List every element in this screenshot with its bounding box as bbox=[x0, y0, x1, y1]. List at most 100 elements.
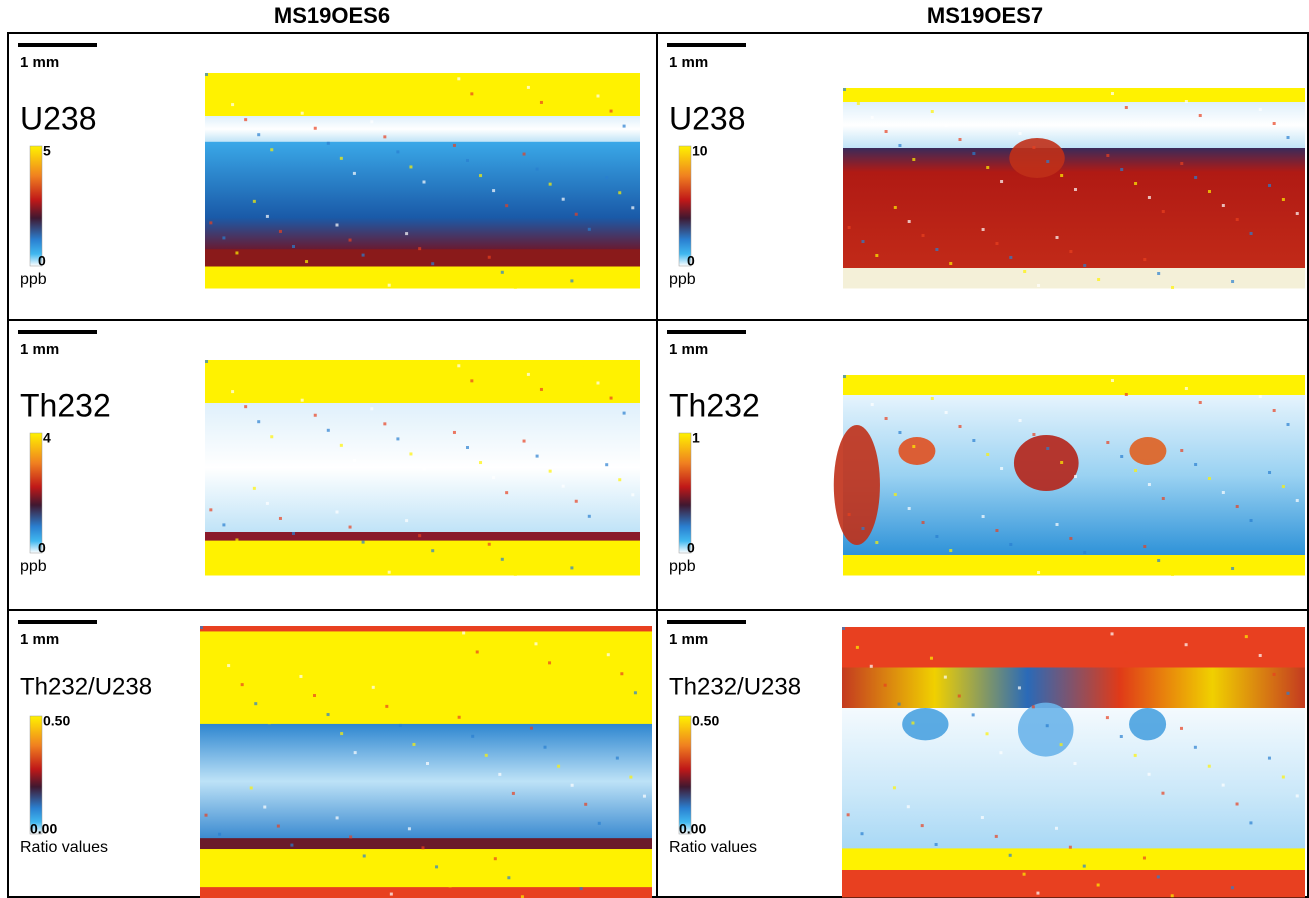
map-speckle bbox=[855, 645, 859, 649]
map-speckle bbox=[522, 439, 526, 443]
map-speckle bbox=[257, 133, 261, 137]
grid-frame bbox=[7, 32, 1309, 898]
map-speckle bbox=[597, 821, 601, 825]
map-speckle bbox=[1235, 218, 1239, 221]
map-speckle bbox=[861, 240, 865, 243]
map-speckle bbox=[383, 422, 387, 426]
map-speckle bbox=[479, 174, 483, 178]
map-speckle bbox=[387, 570, 391, 574]
map-speckle bbox=[1194, 176, 1198, 179]
map-speckle bbox=[981, 228, 985, 231]
map-speckle bbox=[874, 851, 878, 855]
map-speckle bbox=[1207, 764, 1211, 768]
map-speckle bbox=[548, 182, 552, 186]
map-speckle bbox=[971, 713, 975, 717]
map-speckle bbox=[570, 566, 574, 570]
scale-label: 1 mm bbox=[669, 54, 708, 71]
map-feature bbox=[1129, 708, 1167, 741]
map-speckle bbox=[421, 846, 425, 850]
map-speckle bbox=[1161, 210, 1165, 213]
map-speckle bbox=[1221, 204, 1225, 207]
map-band bbox=[205, 141, 640, 250]
map-speckle bbox=[383, 135, 387, 139]
map-speckle bbox=[1244, 381, 1248, 384]
element-label: U238 bbox=[669, 100, 746, 136]
map-speckle bbox=[949, 549, 953, 552]
unit-label: ppb bbox=[20, 271, 47, 288]
map-speckle bbox=[270, 148, 274, 152]
map-speckle bbox=[412, 742, 416, 746]
map-speckle bbox=[1207, 190, 1211, 193]
map-speckle bbox=[587, 514, 591, 518]
map-speckle bbox=[1147, 196, 1151, 199]
map-speckle bbox=[574, 499, 578, 503]
scale-label: 1 mm bbox=[669, 341, 708, 358]
map-speckle bbox=[847, 513, 851, 516]
map-speckle bbox=[265, 214, 269, 218]
map-speckle bbox=[1097, 565, 1101, 568]
map-speckle bbox=[305, 260, 309, 264]
map-speckle bbox=[1060, 174, 1064, 177]
map-speckle bbox=[276, 824, 280, 828]
map-speckle bbox=[353, 751, 357, 755]
map-speckle bbox=[292, 532, 295, 535]
map-speckle bbox=[526, 372, 530, 376]
map-band bbox=[200, 887, 652, 898]
map-speckle bbox=[1286, 691, 1290, 695]
map-band bbox=[205, 532, 640, 542]
map-speckle bbox=[252, 199, 256, 203]
map-speckle bbox=[583, 79, 587, 83]
map-speckle bbox=[957, 694, 961, 698]
map-speckle bbox=[479, 461, 483, 465]
colorbar-min: 0 bbox=[38, 253, 46, 269]
unit-label: ppb bbox=[20, 558, 47, 575]
map-speckle bbox=[605, 176, 609, 180]
map-speckle bbox=[1268, 471, 1272, 474]
map-speckle bbox=[252, 486, 256, 490]
map-speckle bbox=[396, 150, 400, 154]
colorbar bbox=[678, 432, 692, 554]
map-speckle bbox=[1022, 872, 1026, 876]
map-speckle bbox=[1272, 409, 1276, 412]
map-speckle bbox=[278, 516, 282, 520]
map-speckle bbox=[1105, 716, 1109, 720]
colorbar bbox=[678, 145, 692, 267]
map-band bbox=[842, 627, 1305, 668]
element-label: Th232 bbox=[20, 387, 111, 423]
map-speckle bbox=[1198, 114, 1202, 117]
panel: 1 mm U238 10 0 ppb bbox=[667, 43, 1305, 289]
map-speckle bbox=[847, 226, 851, 229]
map-speckle bbox=[254, 702, 258, 706]
map-speckle bbox=[292, 245, 295, 248]
map-speckle bbox=[921, 521, 925, 524]
map-speckle bbox=[374, 268, 378, 272]
map-speckle bbox=[587, 227, 591, 231]
map-speckle bbox=[500, 557, 504, 561]
map-speckle bbox=[912, 445, 916, 448]
map-speckle bbox=[1074, 188, 1077, 191]
map-speckle bbox=[1055, 523, 1059, 526]
map-speckle bbox=[385, 704, 389, 708]
map-speckle bbox=[235, 251, 239, 255]
map-speckle bbox=[352, 458, 356, 462]
map-speckle bbox=[930, 110, 934, 113]
map-speckle bbox=[935, 248, 939, 251]
map-speckle bbox=[981, 515, 985, 518]
map-speckle bbox=[934, 843, 938, 846]
map-speckle bbox=[1221, 783, 1225, 787]
map-speckle bbox=[843, 88, 846, 91]
element-label: Th232/U238 bbox=[20, 673, 152, 700]
map-speckle bbox=[574, 212, 578, 216]
map-speckle bbox=[466, 159, 469, 162]
map-speckle bbox=[1142, 856, 1146, 860]
map-speckle bbox=[1124, 106, 1128, 109]
map-speckle bbox=[534, 642, 538, 646]
map-speckle bbox=[1157, 559, 1161, 562]
map-speckle bbox=[929, 656, 933, 660]
map-speckle bbox=[352, 171, 356, 175]
map-speckle bbox=[972, 152, 976, 155]
map-speckle bbox=[842, 627, 845, 630]
colorbar-max: 10 bbox=[692, 143, 708, 159]
map-speckle bbox=[218, 832, 222, 836]
map-speckle bbox=[1037, 284, 1041, 287]
